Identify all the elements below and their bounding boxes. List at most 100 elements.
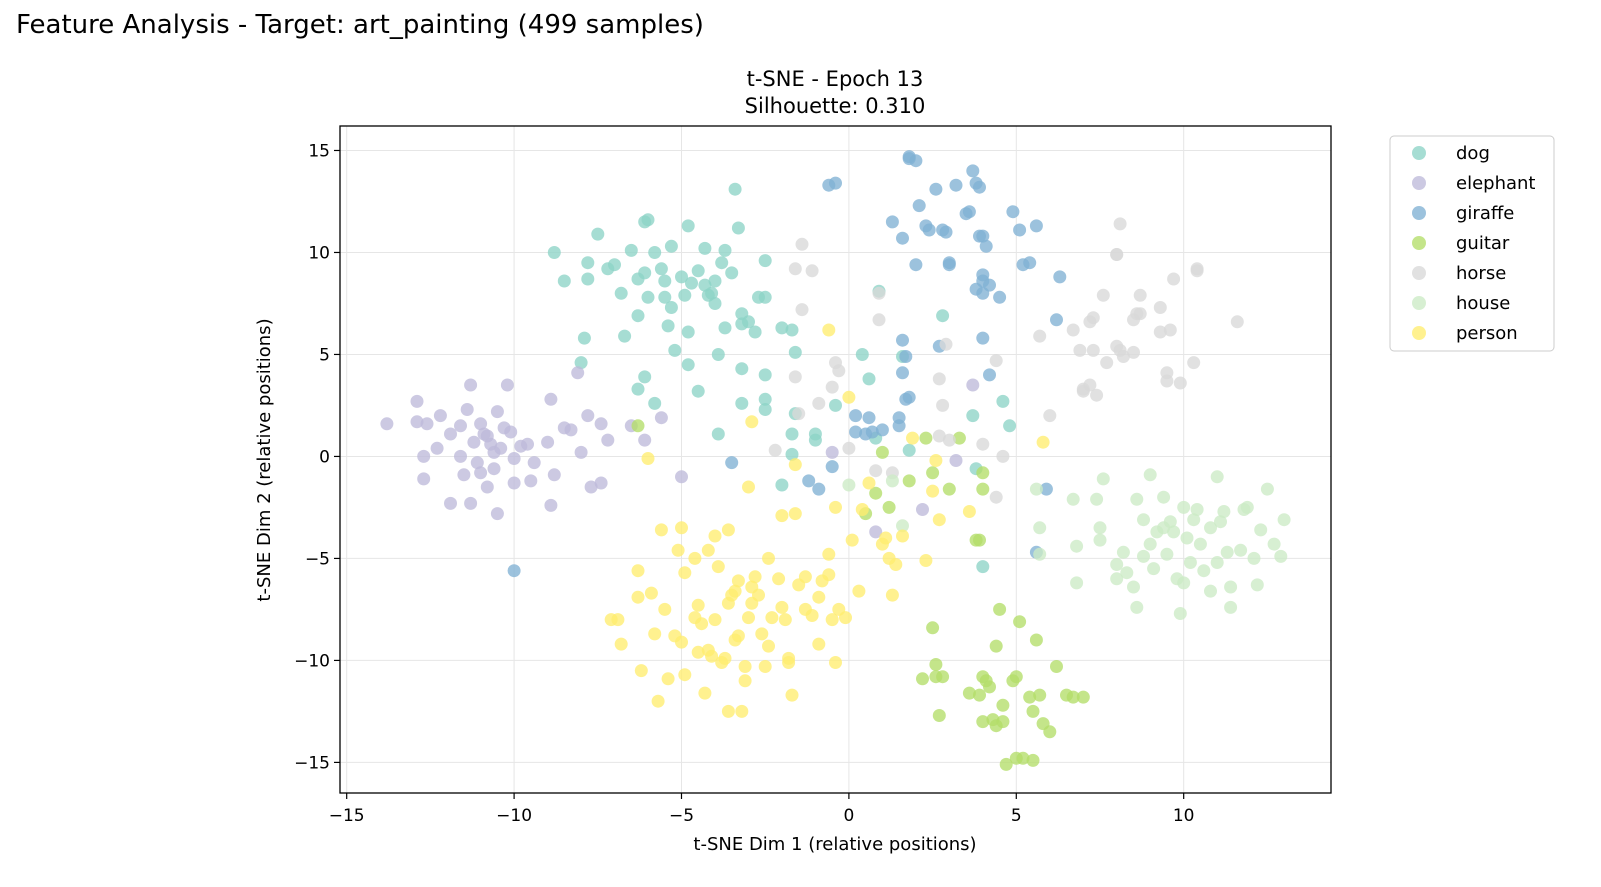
scatter-point-person [745,415,759,429]
scatter-point-guitar [962,686,976,700]
scatter-point-person [611,613,625,627]
scatter-point-house [1197,564,1211,578]
scatter-point-dog [577,331,591,345]
scatter-point-person [658,602,672,616]
scatter-point-person [745,596,759,610]
scatter-point-person [654,523,668,537]
scatter-point-dog [581,272,595,286]
scatter-point-guitar [1033,688,1047,702]
scatter-point-house [1033,521,1047,535]
x-tick-label: 0 [843,806,854,826]
scatter-point-horse [1073,343,1087,357]
scatter-point-house [1143,468,1157,482]
scatter-point-house [1033,547,1047,561]
scatter-point-person [775,600,789,614]
scatter-point-house [1137,513,1150,527]
scatter-point-elephant [420,417,434,431]
scatter-point-giraffe [1050,313,1063,327]
scatter-point-guitar [1076,690,1090,704]
scatter-point-dog [638,266,652,280]
scatter-point-elephant [601,433,615,447]
scatter-point-giraffe [983,368,996,382]
scatter-point-giraffe [976,331,990,345]
scatter-point-guitar [989,639,1003,653]
scatter-point-person [641,452,655,465]
scatter-point-horse [1066,323,1080,337]
scatter-point-dog [728,182,742,196]
scatter-point-dog [681,325,695,339]
scatter-point-guitar [902,474,916,488]
scatter-point-house [842,478,856,492]
scatter-point-person [822,568,836,582]
scatter-point-house [1120,566,1134,580]
scatter-point-elephant [490,405,504,419]
scatter-point-dog [855,348,869,361]
scatter-point-dog [718,243,732,257]
figure-title: Feature Analysis - Target: art_painting … [16,10,704,40]
scatter-point-dog [638,370,652,384]
x-tick-label: −15 [329,806,365,826]
y-tick-label: 15 [308,141,330,161]
legend-item-horse: horse [1412,263,1506,284]
scatter-point-person [758,660,772,673]
scatter-point-giraffe [802,474,816,488]
scatter-point-house [1224,600,1238,614]
scatter-point-horse [1086,343,1100,357]
scatter-point-guitar [1026,753,1040,767]
scatter-point-horse [1127,345,1140,359]
scatter-point-dog [591,227,605,241]
scatter-point-house [1210,470,1224,484]
scatter-point-giraffe [892,419,906,433]
legend-item-dog: dog [1412,143,1490,164]
y-tick-label: −10 [294,651,330,671]
legend-label: guitar [1456,233,1510,254]
scatter-point-giraffe [1039,482,1053,496]
scatter-point-dog [581,256,595,270]
scatter-point-guitar [882,500,896,514]
chart-title: t-SNE - Epoch 13 [747,67,924,91]
scatter-point-person [962,505,976,518]
scatter-point-horse [1153,325,1167,339]
scatter-point-person [738,674,752,688]
scatter-point-guitar [993,602,1007,616]
scatter-point-dog [775,321,789,335]
scatter-point-giraffe [929,182,943,196]
scatter-point-elephant [527,456,541,470]
scatter-point-person [671,543,685,557]
scatter-point-person [829,656,842,669]
scatter-point-guitar [1013,615,1027,629]
scatter-point-giraffe [939,225,953,239]
scatter-point-elephant [494,441,508,455]
scatter-point-horse [788,370,802,384]
scatter-point-elephant [444,427,457,441]
scatter-point-horse [1167,272,1181,286]
scatter-point-dog [648,246,662,259]
scatter-point-person [695,617,709,631]
scatter-point-house [1187,513,1201,527]
scatter-point-house [1066,492,1080,506]
scatter-point-dog [808,433,822,447]
scatter-point-guitar [916,672,929,686]
scatter-point-person [896,529,909,543]
scatter-point-elephant [454,419,467,433]
scatter-point-dog [614,286,628,300]
scatter-point-horse [989,354,1003,368]
scatter-point-house [1274,549,1288,563]
scatter-point-house [1160,547,1174,561]
scatter-point-horse [1187,356,1201,370]
scatter-point-dog [658,290,672,304]
scatter-point-elephant [594,417,608,431]
scatter-point-house [1110,558,1124,571]
scatter-point-elephant [470,456,484,470]
scatter-point-house [1167,525,1181,539]
scatter-point-house [1147,562,1161,576]
plot-area-frame [339,125,1332,794]
scatter-point-guitar [952,431,966,445]
scatter-point-person [634,664,648,678]
scatter-point-dog [966,409,980,423]
scatter-point-giraffe [849,425,863,439]
scatter-point-elephant [474,417,488,431]
scatter-points [380,150,1291,771]
scatter-point-horse [788,262,802,276]
